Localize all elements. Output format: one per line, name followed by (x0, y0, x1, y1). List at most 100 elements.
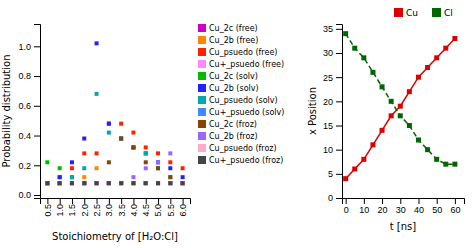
point (70, 181, 74, 185)
point (107, 122, 111, 126)
tick-label: 1.0 (18, 42, 31, 52)
legend: Cu Cl (394, 8, 453, 18)
point (370, 70, 375, 75)
axis-line (34, 25, 41, 199)
point (131, 181, 135, 185)
point (95, 181, 99, 185)
point (70, 181, 74, 185)
series (45, 181, 184, 185)
tick-label: 15 (323, 121, 333, 131)
tick: 1.0 (55, 198, 65, 217)
legend-swatch (198, 84, 206, 92)
point (70, 181, 74, 185)
legend-label: Cu_2c (solv) (209, 72, 258, 81)
series (45, 41, 184, 185)
x-axis-label: t [ns] (390, 221, 417, 232)
point (58, 181, 62, 185)
point (119, 181, 123, 185)
legend-swatch (198, 108, 206, 116)
tick-label: 5.5 (166, 204, 176, 217)
point (343, 176, 348, 181)
point (181, 181, 185, 185)
tick: 3.0 (104, 198, 114, 217)
legend-item: Cl (432, 8, 453, 18)
tick-label: 50 (432, 205, 442, 215)
point (107, 181, 111, 185)
point (119, 181, 123, 185)
tick-label: 5.0 (153, 204, 163, 217)
point (107, 160, 111, 164)
legend-item: Cu_psuedo (froz) (198, 144, 277, 153)
tick-mark (183, 198, 184, 204)
point (119, 137, 123, 141)
tick: 15 (323, 121, 342, 131)
point (58, 175, 62, 179)
series (45, 92, 184, 185)
legend-item: Cu (394, 8, 418, 18)
axis-line (41, 199, 191, 205)
point (58, 181, 62, 185)
point (361, 157, 366, 162)
tick-label: 20 (378, 205, 388, 215)
point (144, 181, 148, 185)
legend-item: Cu_psuedo (solv) (198, 96, 278, 105)
point (70, 175, 74, 179)
legend-item: Cu+_psuedo (free) (198, 60, 284, 69)
point (181, 181, 185, 185)
point (168, 166, 172, 170)
point (45, 181, 49, 185)
point (181, 181, 185, 185)
tick: 5 (328, 169, 342, 179)
tick: 10 (359, 198, 369, 215)
tick: 20 (323, 97, 342, 107)
point (45, 181, 49, 185)
point (156, 166, 160, 170)
point (443, 162, 448, 167)
series (45, 181, 184, 185)
axis: 0.00.20.40.60.81.0 (18, 25, 40, 201)
point (82, 181, 86, 185)
point (452, 162, 457, 167)
point (181, 181, 185, 185)
point (107, 122, 111, 126)
point (119, 122, 123, 126)
point (389, 113, 394, 118)
tick-mark (336, 174, 342, 175)
tick: 6.0 (178, 198, 188, 217)
tick-label: 10 (323, 145, 333, 155)
legend-item: Cu_2b (solv) (198, 84, 259, 93)
point (45, 160, 49, 164)
tick: 0 (344, 198, 349, 215)
point (181, 175, 185, 179)
point (70, 160, 74, 164)
tick: 2.0 (80, 198, 90, 217)
tick-mark (418, 198, 419, 204)
legend-item: Cu_2b (free) (198, 36, 258, 45)
point (131, 131, 135, 135)
point (380, 84, 385, 89)
tick-label: 1.5 (67, 204, 77, 217)
point (168, 181, 172, 185)
point (144, 181, 148, 185)
axis-line (336, 25, 343, 199)
point (156, 181, 160, 185)
point (144, 166, 148, 170)
point (45, 181, 49, 185)
series (45, 160, 184, 185)
point (144, 181, 148, 185)
series (45, 122, 184, 185)
series (45, 181, 184, 185)
point (119, 181, 123, 185)
tick: 20 (378, 198, 388, 215)
tick-mark (34, 76, 40, 77)
point (144, 151, 148, 155)
point (407, 123, 412, 128)
point (82, 175, 86, 179)
legend-swatch (198, 144, 206, 152)
point (95, 181, 99, 185)
line-chart: 010203040506005101520253035t [ns]x Posit… (307, 8, 465, 232)
point (45, 181, 49, 185)
point (95, 92, 99, 96)
point (58, 181, 62, 185)
tick-mark (400, 198, 401, 204)
